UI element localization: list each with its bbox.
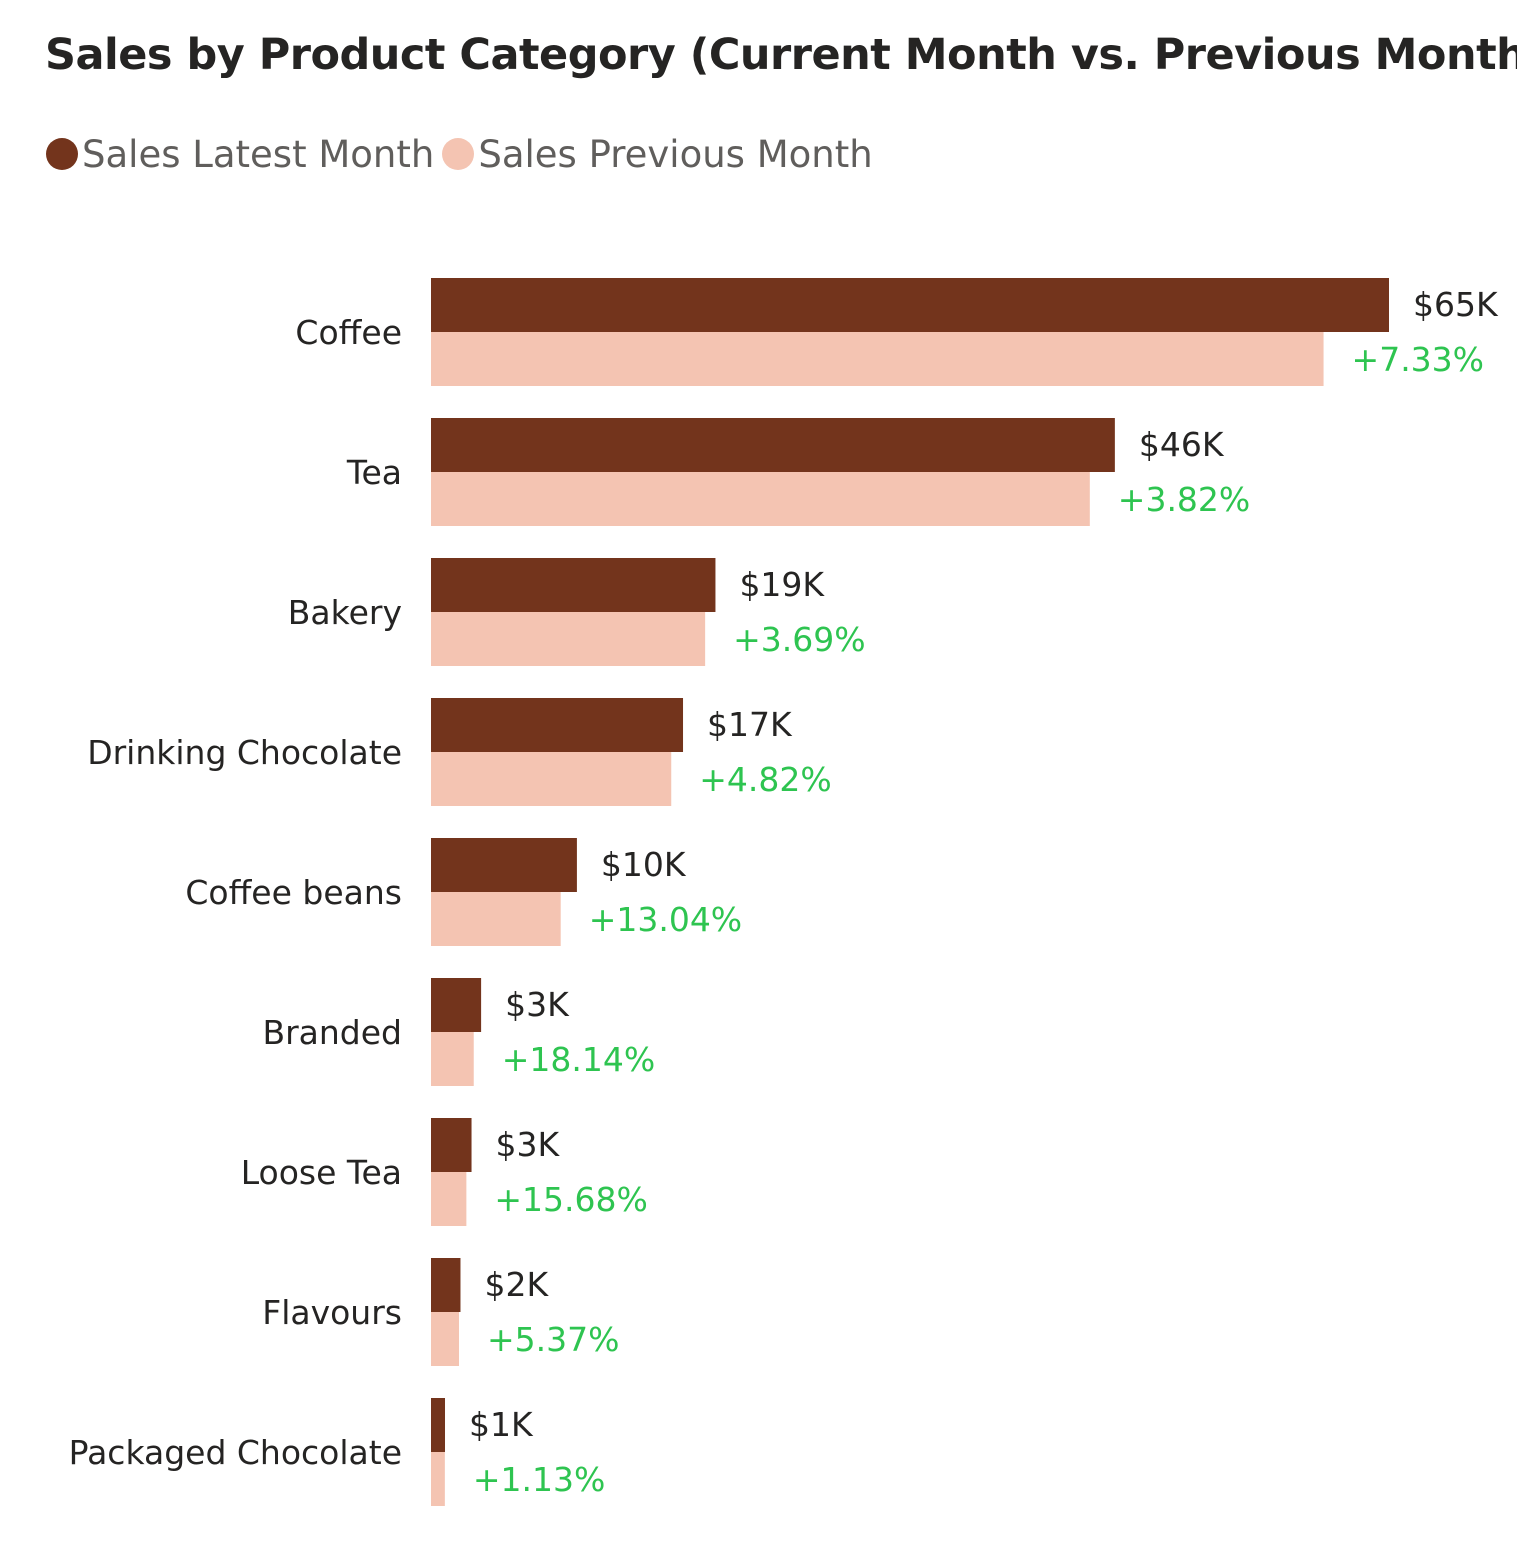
bar-latest-month[interactable] (431, 698, 684, 752)
category-label: Flavours (262, 1293, 402, 1332)
bar-previous-month[interactable] (431, 1032, 474, 1086)
bar-previous-month[interactable] (431, 612, 706, 666)
bar-latest-month[interactable] (431, 558, 716, 612)
data-label-latest: $17K (707, 705, 793, 744)
bar-latest-month[interactable] (431, 1118, 472, 1172)
data-label-change: +1.13% (473, 1460, 605, 1499)
data-label-latest: $46K (1139, 425, 1225, 464)
data-label-change: +7.33% (1352, 340, 1484, 379)
category-label: Coffee (295, 313, 402, 352)
data-label-latest: $65K (1413, 285, 1499, 324)
bar-latest-month[interactable] (431, 418, 1115, 472)
category-label: Drinking Chocolate (87, 733, 402, 772)
data-label-latest: $1K (469, 1405, 534, 1444)
data-label-change: +3.69% (733, 620, 865, 659)
bar-latest-month[interactable] (431, 278, 1389, 332)
data-label-change: +3.82% (1118, 480, 1250, 519)
data-label-change: +4.82% (699, 760, 831, 799)
legend-item-latest[interactable]: Sales Latest Month (46, 133, 434, 176)
category-label: Packaged Chocolate (69, 1433, 402, 1472)
bar-previous-month[interactable] (431, 1452, 445, 1506)
bar-previous-month[interactable] (431, 472, 1090, 526)
category-label: Branded (262, 1013, 402, 1052)
bar-previous-month[interactable] (431, 752, 672, 806)
bar-previous-month[interactable] (431, 892, 561, 946)
category-label: Loose Tea (241, 1153, 402, 1192)
bar-latest-month[interactable] (431, 1398, 446, 1452)
bar-latest-month[interactable] (431, 838, 577, 892)
legend-item-previous[interactable]: Sales Previous Month (442, 132, 873, 176)
data-label-latest: $10K (601, 845, 687, 884)
chart-title: Sales by Product Category (Current Month… (45, 30, 1517, 80)
data-label-latest: $2K (484, 1265, 549, 1304)
legend[interactable]: Sales Latest Month Sales Previous Month (46, 130, 881, 178)
data-label-change: +15.68% (494, 1180, 647, 1219)
bar-latest-month[interactable] (431, 978, 482, 1032)
data-label-change: +13.04% (589, 900, 742, 939)
data-label-latest: $3K (496, 1125, 561, 1164)
category-label: Coffee beans (185, 873, 402, 912)
legend-swatch-previous (442, 138, 475, 170)
data-label-latest: $19K (739, 565, 825, 604)
bar-latest-month[interactable] (431, 1258, 461, 1312)
bar-previous-month[interactable] (431, 1172, 467, 1226)
data-label-latest: $3K (505, 985, 570, 1024)
legend-swatch-latest (46, 138, 78, 170)
category-label: Tea (346, 453, 402, 492)
data-label-change: +5.37% (487, 1320, 619, 1359)
bar-previous-month[interactable] (431, 332, 1324, 386)
data-label-change: +18.14% (502, 1040, 655, 1079)
legend-label-latest: Sales Latest Month (82, 132, 435, 176)
legend-label-previous: Sales Previous Month (478, 132, 873, 176)
category-label: Bakery (288, 593, 402, 632)
bar-previous-month[interactable] (431, 1312, 460, 1366)
